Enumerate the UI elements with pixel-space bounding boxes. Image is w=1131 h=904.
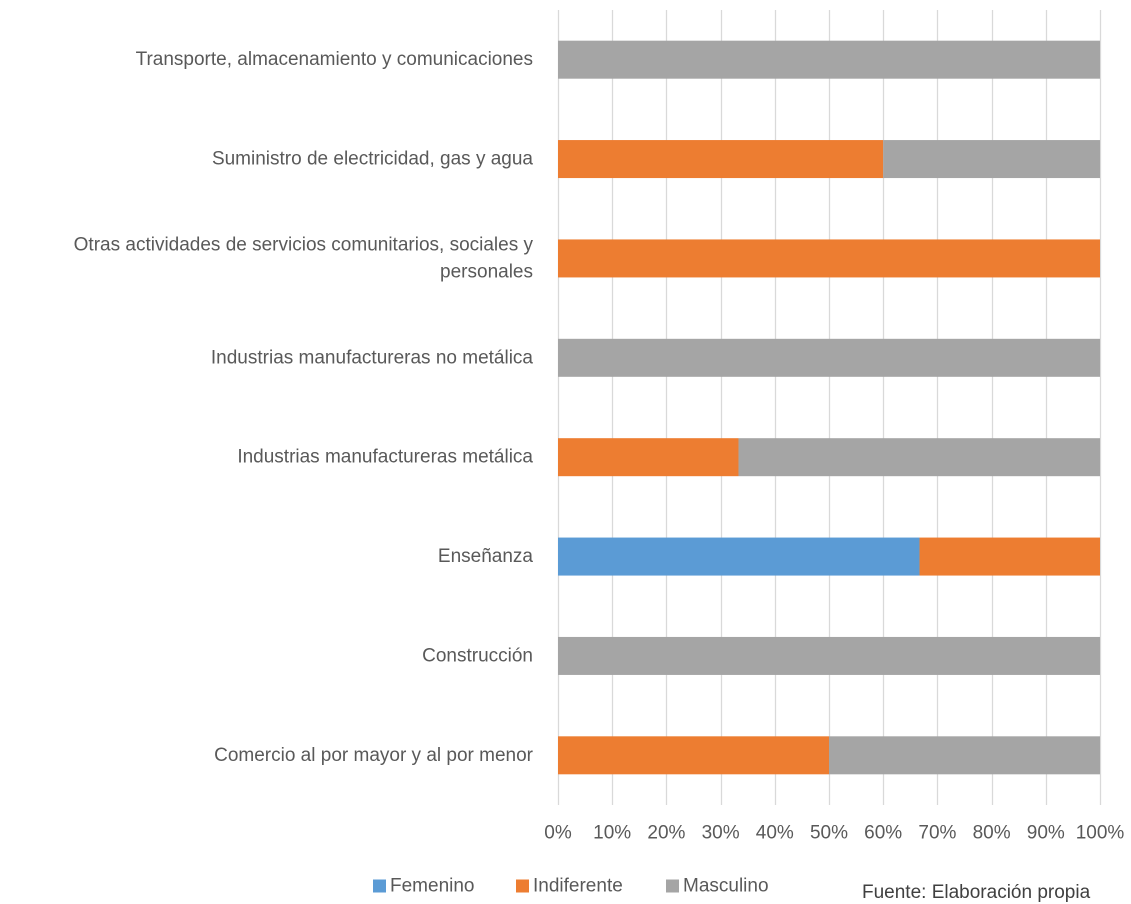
bar-segment	[829, 736, 1100, 775]
x-tick-label: 70%	[918, 823, 956, 844]
category-label: Industrias manufactureras no metálica	[211, 347, 534, 368]
bar-segment	[558, 40, 1100, 79]
category-label: Suministro de electricidad, gas y agua	[212, 149, 533, 170]
x-tick-label: 50%	[810, 823, 848, 844]
legend-swatch	[516, 879, 529, 893]
legend: Femenino Indiferente Masculino	[373, 876, 769, 897]
x-tick-label: 10%	[593, 823, 631, 844]
bar-segment	[883, 140, 1100, 179]
x-tick-label: 100%	[1076, 823, 1125, 844]
category-label: Enseñanza	[438, 546, 534, 567]
bar-segment	[558, 636, 1100, 675]
gridlines	[557, 10, 1102, 805]
legend-label: Indiferente	[533, 876, 623, 897]
category-label: Industrias manufactureras metálica	[237, 447, 533, 468]
x-tick-label: 60%	[864, 823, 902, 844]
category-label: Transporte, almacenamiento y comunicacio…	[136, 49, 533, 70]
legend-swatch	[666, 879, 679, 893]
x-axis-tick-labels: 0% 10% 20% 30% 40% 50% 60% 70% 80% 90% 100%	[544, 823, 1124, 844]
bar-segment	[558, 338, 1100, 377]
bar-segment	[919, 537, 1100, 576]
bar-segment	[738, 438, 1100, 477]
bar-segment	[558, 140, 884, 179]
x-tick-label: 90%	[1027, 823, 1065, 844]
legend-swatch	[373, 879, 386, 893]
x-tick-label: 0%	[544, 823, 572, 844]
x-tick-label: 20%	[647, 823, 685, 844]
bars	[558, 40, 1100, 775]
category-label: Construcción	[422, 645, 533, 666]
category-labels: Transporte, almacenamiento y comunicacio…	[74, 49, 534, 766]
category-label: personales	[440, 261, 533, 282]
x-tick-label: 40%	[756, 823, 794, 844]
x-tick-label: 30%	[702, 823, 740, 844]
legend-label: Masculino	[683, 876, 769, 897]
bar-segment	[558, 537, 920, 576]
category-label: Comercio al por mayor y al por menor	[214, 745, 534, 766]
bar-segment	[558, 438, 739, 477]
category-label: Otras actividades de servicios comunitar…	[74, 234, 534, 255]
legend-label: Femenino	[390, 876, 475, 897]
source-note: Fuente: Elaboración propia	[862, 882, 1091, 903]
bar-segment	[558, 239, 1100, 278]
x-tick-label: 80%	[973, 823, 1011, 844]
bar-segment	[558, 736, 829, 775]
